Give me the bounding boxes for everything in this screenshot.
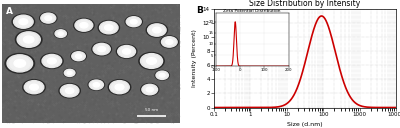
Ellipse shape: [93, 43, 110, 55]
Ellipse shape: [100, 22, 118, 34]
Ellipse shape: [44, 56, 60, 66]
Ellipse shape: [60, 85, 79, 97]
Ellipse shape: [42, 54, 62, 68]
Text: B: B: [196, 6, 203, 15]
Ellipse shape: [71, 51, 86, 61]
Ellipse shape: [40, 54, 63, 68]
Ellipse shape: [163, 38, 176, 46]
Ellipse shape: [150, 25, 164, 35]
Ellipse shape: [162, 37, 177, 47]
Ellipse shape: [59, 84, 80, 98]
Ellipse shape: [5, 54, 34, 73]
Ellipse shape: [146, 87, 153, 92]
Ellipse shape: [42, 14, 54, 22]
Ellipse shape: [112, 82, 127, 92]
Ellipse shape: [122, 49, 131, 54]
Ellipse shape: [7, 55, 33, 72]
Ellipse shape: [76, 54, 82, 58]
Ellipse shape: [45, 16, 52, 20]
Ellipse shape: [157, 72, 167, 79]
Ellipse shape: [140, 54, 162, 68]
Ellipse shape: [48, 58, 56, 64]
Ellipse shape: [144, 85, 156, 94]
Ellipse shape: [74, 18, 94, 32]
Ellipse shape: [75, 19, 93, 31]
Ellipse shape: [58, 32, 63, 35]
Ellipse shape: [153, 27, 161, 33]
Ellipse shape: [23, 80, 45, 95]
Ellipse shape: [72, 52, 85, 61]
Ellipse shape: [12, 14, 35, 29]
Ellipse shape: [98, 20, 120, 35]
Ellipse shape: [105, 25, 113, 30]
Text: A: A: [6, 7, 12, 16]
Ellipse shape: [64, 69, 76, 77]
Ellipse shape: [15, 31, 42, 49]
Ellipse shape: [20, 33, 38, 46]
Ellipse shape: [73, 53, 84, 60]
Ellipse shape: [24, 36, 34, 43]
Ellipse shape: [41, 13, 56, 23]
Ellipse shape: [55, 30, 66, 37]
Ellipse shape: [148, 24, 166, 36]
Ellipse shape: [14, 60, 26, 67]
Ellipse shape: [80, 23, 88, 28]
Ellipse shape: [92, 42, 112, 56]
X-axis label: Size (d.nm): Size (d.nm): [287, 122, 323, 127]
Ellipse shape: [17, 32, 40, 47]
Ellipse shape: [128, 18, 140, 26]
Ellipse shape: [67, 71, 72, 74]
Ellipse shape: [56, 31, 65, 37]
Ellipse shape: [146, 23, 168, 37]
Ellipse shape: [146, 58, 156, 64]
Ellipse shape: [120, 47, 134, 56]
Ellipse shape: [155, 71, 169, 80]
Text: 50 nm: 50 nm: [145, 108, 158, 112]
Ellipse shape: [10, 56, 30, 70]
Ellipse shape: [95, 45, 108, 54]
Ellipse shape: [62, 86, 77, 96]
Ellipse shape: [159, 73, 165, 77]
Ellipse shape: [126, 17, 141, 27]
Ellipse shape: [139, 52, 164, 70]
Ellipse shape: [30, 84, 38, 90]
Ellipse shape: [108, 80, 131, 95]
Ellipse shape: [93, 83, 100, 87]
Ellipse shape: [54, 29, 67, 38]
Ellipse shape: [118, 45, 136, 57]
Ellipse shape: [143, 55, 160, 67]
Ellipse shape: [26, 82, 42, 92]
Ellipse shape: [14, 15, 33, 28]
Ellipse shape: [160, 36, 178, 48]
Ellipse shape: [40, 12, 57, 24]
Y-axis label: Intensity (Percent): Intensity (Percent): [192, 29, 197, 87]
Ellipse shape: [98, 46, 106, 52]
Ellipse shape: [116, 45, 137, 58]
Ellipse shape: [91, 81, 102, 89]
Ellipse shape: [130, 19, 137, 24]
Ellipse shape: [64, 69, 75, 76]
Ellipse shape: [156, 71, 168, 79]
Title: Size Distribution by Intensity: Size Distribution by Intensity: [249, 0, 361, 8]
Ellipse shape: [115, 84, 124, 90]
Ellipse shape: [24, 81, 44, 94]
Ellipse shape: [166, 40, 173, 44]
Ellipse shape: [19, 19, 28, 25]
Ellipse shape: [89, 80, 104, 90]
Ellipse shape: [125, 16, 142, 27]
Ellipse shape: [16, 17, 31, 27]
Ellipse shape: [65, 70, 74, 76]
Ellipse shape: [101, 23, 116, 33]
Ellipse shape: [142, 84, 158, 95]
Ellipse shape: [77, 20, 91, 30]
Ellipse shape: [88, 79, 104, 90]
Ellipse shape: [110, 81, 129, 94]
Ellipse shape: [141, 84, 159, 96]
Ellipse shape: [66, 88, 74, 94]
